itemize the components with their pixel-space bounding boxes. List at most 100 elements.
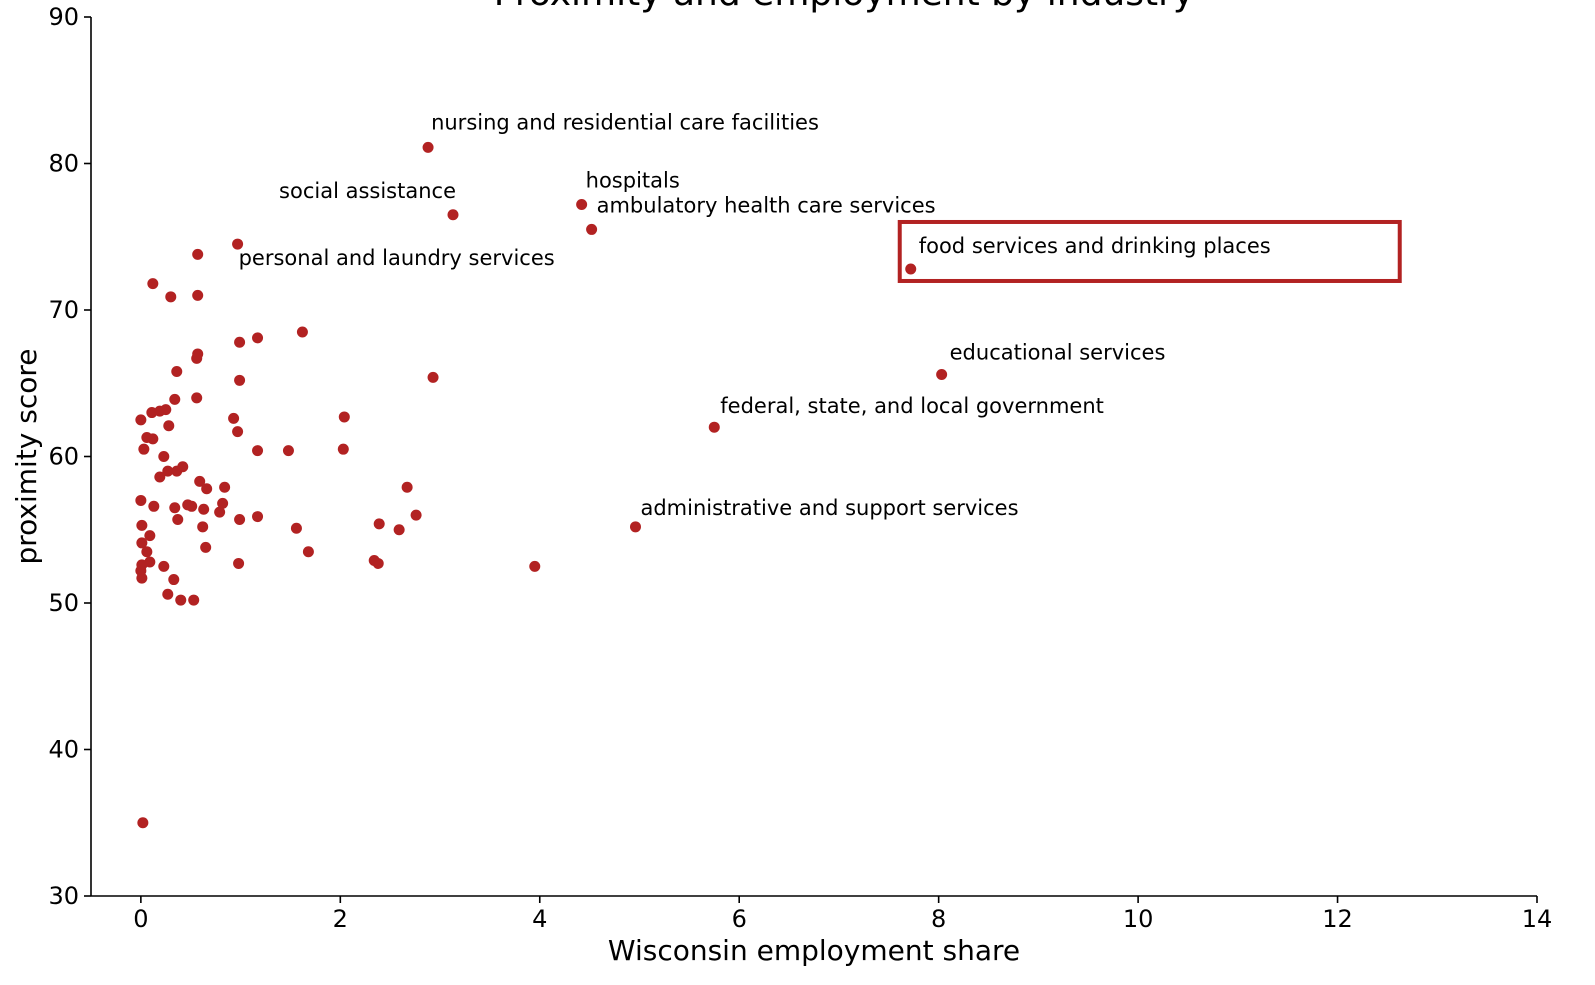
data-point-federal-state-and-local-government <box>708 421 720 433</box>
x-tick-label: 14 <box>1522 905 1553 933</box>
data-point-educational-services <box>936 368 948 380</box>
data-point <box>192 248 204 260</box>
data-point <box>338 411 350 423</box>
data-point <box>147 278 159 290</box>
data-point-nursing-and-residential-care-facilities <box>422 141 434 153</box>
data-point-personal-and-laundry-services <box>232 238 244 250</box>
data-point <box>401 481 413 493</box>
x-tick-label: 8 <box>931 905 946 933</box>
data-point <box>186 500 198 512</box>
data-point <box>188 594 200 606</box>
annotation-label: administrative and support services <box>640 496 1018 520</box>
annotation-label: food services and drinking places <box>919 234 1271 258</box>
data-point <box>172 513 184 525</box>
data-point <box>219 481 231 493</box>
data-point <box>373 518 385 530</box>
data-point <box>158 451 170 462</box>
x-tick-label: 4 <box>532 905 547 933</box>
annotation-label: nursing and residential care facilities <box>431 110 819 134</box>
data-point <box>158 560 170 572</box>
y-axis-title: proximity score <box>10 348 43 564</box>
data-point-hospitals <box>576 199 588 211</box>
annotation-label: ambulatory health care services <box>597 193 936 217</box>
data-point <box>136 572 148 584</box>
data-point <box>141 546 153 558</box>
chart-title: Proximity and employment by industry <box>494 0 1194 14</box>
data-point <box>169 393 181 405</box>
data-point-social-assistance <box>447 209 459 221</box>
data-point <box>529 560 541 572</box>
data-point <box>135 414 147 426</box>
data-point-administrative-and-support-services <box>629 521 641 533</box>
data-point <box>194 475 206 487</box>
data-point <box>163 420 175 432</box>
x-tick-label: 6 <box>732 905 747 933</box>
data-point <box>234 336 246 348</box>
data-point <box>410 509 422 521</box>
data-point <box>177 461 189 473</box>
y-tick-label: 40 <box>48 736 79 764</box>
x-axis-title: Wisconsin employment share <box>608 934 1020 967</box>
data-point <box>165 291 177 303</box>
data-point <box>252 445 264 457</box>
data-point <box>192 289 204 301</box>
data-point <box>234 374 246 386</box>
data-point <box>135 494 147 506</box>
data-point <box>282 445 294 457</box>
x-tick-label: 2 <box>333 905 348 933</box>
data-point <box>198 503 210 515</box>
highlight-box <box>897 219 1402 283</box>
data-point <box>175 594 187 606</box>
data-point <box>136 519 148 531</box>
data-point <box>191 352 203 364</box>
data-point <box>137 817 149 829</box>
annotation-label: social assistance <box>279 179 456 203</box>
y-tick-label: 80 <box>48 150 79 178</box>
data-point-ambulatory-health-care-services <box>586 223 598 235</box>
data-point-food-services-and-drinking-places <box>905 263 917 275</box>
data-point <box>252 511 264 523</box>
data-point <box>372 557 384 569</box>
x-tick-label: 0 <box>133 905 148 933</box>
data-point <box>228 412 240 424</box>
data-points <box>135 141 948 829</box>
data-point <box>427 371 439 383</box>
data-point <box>147 433 159 445</box>
annotation-label: hospitals <box>586 169 680 193</box>
x-axis: 0 2 4 6 8 10 12 14 <box>91 895 1553 933</box>
data-point <box>191 392 203 404</box>
data-point <box>162 465 174 477</box>
data-point <box>162 588 174 600</box>
data-point <box>169 502 181 514</box>
data-point <box>233 557 245 569</box>
data-point <box>217 497 229 509</box>
x-tick-label: 12 <box>1322 905 1353 933</box>
annotation-label: educational services <box>950 340 1166 364</box>
y-tick-label: 30 <box>48 882 79 910</box>
data-point <box>290 522 302 534</box>
x-tick-label: 10 <box>1123 905 1154 933</box>
data-point <box>201 483 213 495</box>
y-tick-label: 50 <box>48 589 79 617</box>
annotation-label: personal and laundry services <box>239 246 555 270</box>
data-point <box>144 530 156 542</box>
data-point <box>232 426 244 438</box>
data-point <box>197 521 209 533</box>
data-point <box>168 574 180 586</box>
data-point <box>171 366 183 378</box>
data-point <box>200 541 212 553</box>
data-point <box>234 513 246 525</box>
data-point <box>393 524 405 536</box>
y-tick-label: 90 <box>48 3 79 31</box>
y-tick-label: 60 <box>48 443 79 471</box>
data-point <box>138 443 150 455</box>
data-point <box>302 546 314 558</box>
annotation-label: federal, state, and local government <box>720 394 1104 418</box>
data-point <box>252 332 264 344</box>
y-axis: 30 40 50 60 70 80 90 <box>48 3 92 910</box>
y-tick-label: 70 <box>48 296 79 324</box>
data-point <box>160 404 172 416</box>
annotations: nursing and residential care facilities s… <box>239 110 1402 520</box>
data-point <box>154 471 166 483</box>
